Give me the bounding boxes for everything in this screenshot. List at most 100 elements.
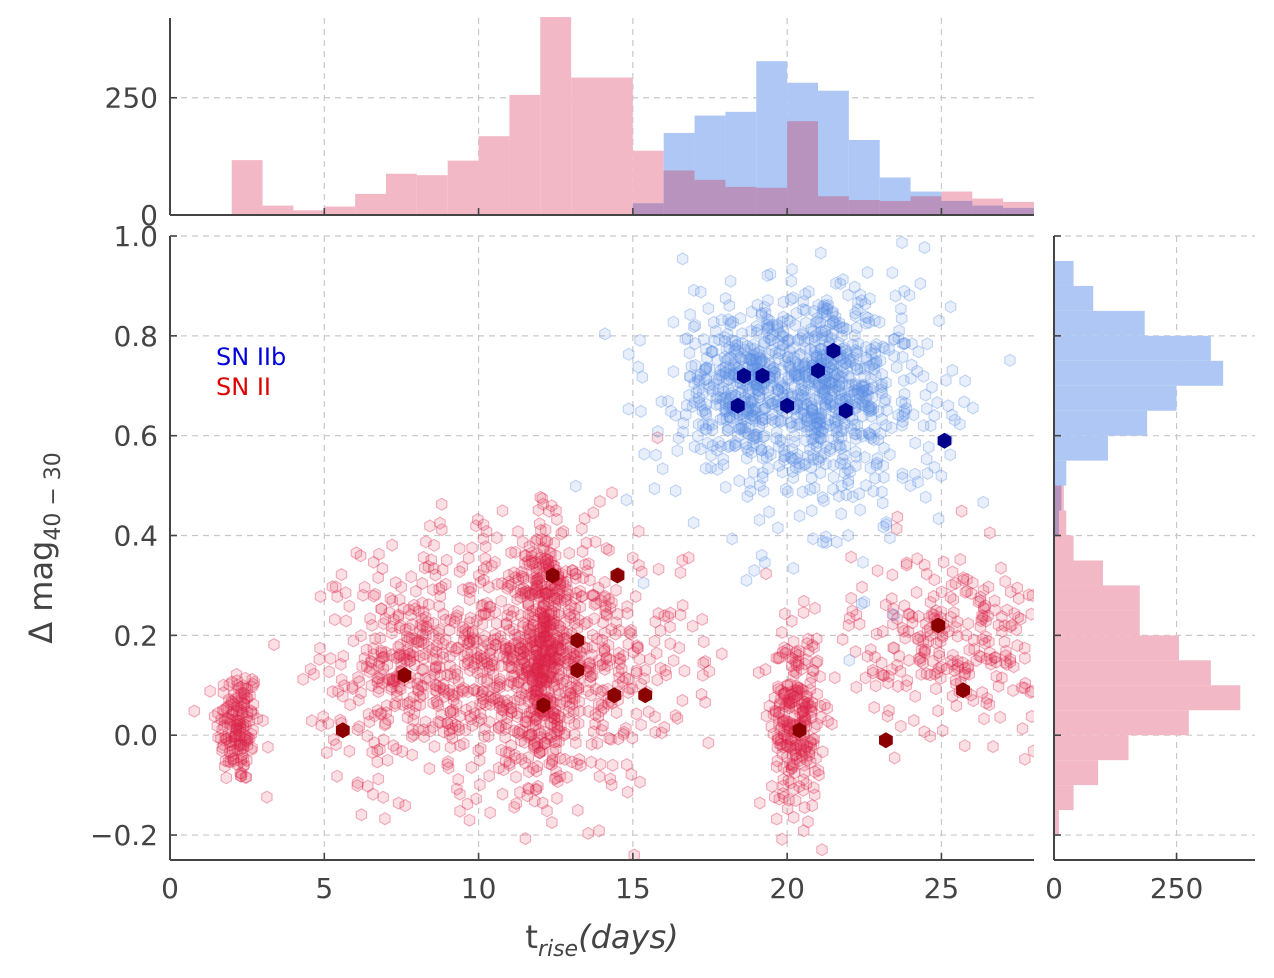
scatter-point: [436, 563, 449, 577]
right-hist-bar-sn-ii-8: [1054, 610, 1140, 636]
scatter-point: [235, 721, 247, 735]
scatter-point: [235, 704, 247, 718]
scatter-point: [234, 737, 246, 752]
scatter-point: [499, 754, 512, 768]
scatter-point: [931, 665, 944, 679]
scatter-point: [547, 650, 559, 664]
scatter-point: [513, 675, 525, 689]
scatter-point: [361, 729, 374, 743]
scatter-point: [526, 610, 539, 625]
scatter-point: [351, 778, 364, 793]
scatter-point: [667, 364, 680, 379]
scatter-point: [586, 640, 599, 654]
scatter-point: [537, 708, 549, 722]
scatter-point: [540, 643, 553, 658]
scatter-point: [304, 662, 317, 676]
scatter-point: [505, 738, 517, 753]
scatter-point: [439, 577, 452, 591]
scatter-point: [637, 576, 650, 590]
scatter-point: [755, 548, 768, 563]
y-tick-label-3: 0.4: [113, 520, 158, 553]
scatter-point: [540, 586, 553, 600]
scatter-point: [508, 724, 520, 738]
scatter-point: [532, 650, 545, 665]
scatter-point: [842, 462, 854, 476]
scatter-point: [421, 622, 433, 637]
scatter-point: [948, 605, 960, 620]
scatter-point: [917, 634, 930, 648]
scatter-point: [522, 664, 534, 678]
scatter-point: [585, 755, 597, 769]
scatter-point: [565, 680, 577, 694]
scatter-point: [526, 661, 538, 675]
scatter-point: [542, 585, 555, 599]
scatter-point: [918, 725, 931, 739]
scatter-point: [570, 479, 582, 493]
scatter-point: [221, 712, 233, 726]
scatter-point: [931, 395, 943, 410]
scatter-point: [241, 730, 253, 744]
scatter-point: [239, 728, 251, 742]
scatter-point: [449, 718, 462, 732]
scatter-point: [230, 723, 243, 737]
scatter-point: [500, 617, 513, 632]
scatter-point: [522, 781, 534, 795]
scatter-point: [1019, 752, 1031, 766]
scatter-point: [496, 504, 509, 518]
scatter-point: [480, 559, 493, 574]
scatter-point: [335, 567, 348, 582]
scatter-point: [523, 539, 536, 554]
scatter-point: [582, 826, 594, 841]
scatter-point: [528, 633, 540, 648]
scatter-point: [241, 738, 254, 752]
scatter-point: [733, 474, 745, 488]
scatter-point: [227, 697, 240, 711]
scatter-point: [235, 692, 247, 707]
scatter-point: [505, 578, 517, 592]
scatter-point: [541, 804, 553, 818]
scatter-point: [237, 751, 250, 765]
scatter-point: [426, 720, 439, 734]
scatter-point: [854, 362, 867, 376]
scatter-point: [518, 671, 530, 685]
scatter-point: [452, 720, 465, 734]
legend: SN IIb SN II: [216, 343, 286, 401]
scatter-point: [554, 695, 567, 709]
scatter-point: [516, 667, 529, 681]
scatter-point: [377, 790, 389, 804]
scatter-point: [553, 631, 565, 645]
scatter-point: [829, 670, 841, 685]
scatter-point: [605, 732, 617, 747]
scatter-point: [724, 439, 736, 453]
scatter-point: [563, 711, 575, 725]
scatter-point: [579, 617, 591, 631]
scatter-point: [819, 397, 831, 412]
scatter-point: [466, 700, 478, 714]
scatter-point: [912, 345, 925, 359]
scatter-point: [772, 521, 784, 535]
scatter-point: [535, 624, 547, 638]
scatter-point: [507, 622, 520, 636]
scatter-point: [444, 613, 457, 627]
scatter-point: [486, 658, 498, 672]
scatter-point: [230, 728, 242, 743]
scatter-point: [926, 380, 938, 394]
top-hist-bar-overlap-25: [1003, 207, 1034, 215]
scatter-point: [488, 681, 500, 695]
scatter-point: [610, 705, 623, 720]
scatter-point: [944, 300, 957, 314]
scatter-point: [545, 671, 557, 685]
scatter-point: [831, 535, 843, 549]
scatter-point: [537, 665, 550, 679]
scatter-point: [634, 775, 646, 789]
scatter-point: [530, 639, 543, 653]
scatter-point: [531, 759, 544, 774]
scatter-point: [524, 668, 536, 682]
scatter-point: [236, 705, 249, 719]
scatter-point: [362, 707, 375, 721]
x-axis-title-main: t: [525, 918, 538, 956]
scatter-point: [215, 732, 227, 746]
scatter-point: [239, 682, 252, 696]
scatter-point: [431, 653, 443, 667]
